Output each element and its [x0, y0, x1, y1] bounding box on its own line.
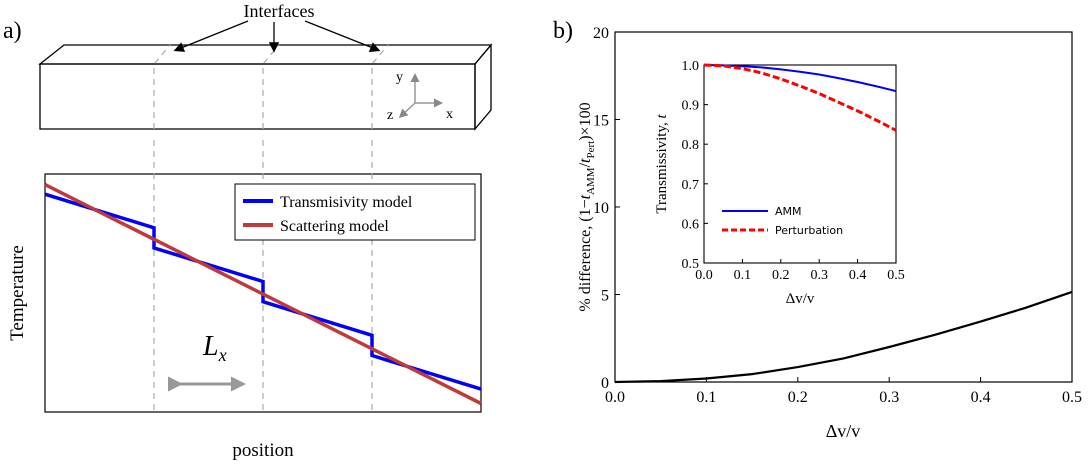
- interface-arrows: [173, 20, 381, 53]
- plot-b-ytick-label: 5: [601, 288, 609, 305]
- inset-xtick-label: 0.1: [734, 268, 752, 283]
- bar-front-face: [39, 63, 476, 130]
- axis-y-label: y: [396, 70, 403, 85]
- period-symbol: L: [202, 331, 219, 362]
- axes-triad: [398, 73, 443, 119]
- inset-legend-label-amm: AMM: [775, 205, 802, 218]
- period-label: Lx: [202, 331, 227, 365]
- inset-ylabel: Transmissivity, t: [654, 114, 670, 214]
- panel-a-label: a): [3, 18, 22, 44]
- inset-xtick-label: 0.4: [849, 268, 867, 283]
- inset-frame: [703, 64, 897, 264]
- plot-a-lines: [44, 183, 482, 406]
- inset-ytick-label: 0.9: [682, 99, 700, 114]
- inset-xtick-label: 0.0: [695, 268, 713, 283]
- legend-box: [234, 183, 476, 241]
- plot-b-ytick-label: 20: [593, 25, 609, 42]
- transmisivity-line: [44, 192, 482, 391]
- plot-a-legend: Transmisivity model Scattering model: [234, 183, 476, 241]
- legend-label-transmisivity: Transmisivity model: [280, 194, 413, 211]
- inset-legend-label-perturbation: Perturbation: [775, 224, 843, 237]
- interfaces-label: Interfaces: [244, 1, 315, 21]
- plot-a-interfaces: [153, 140, 373, 412]
- inset-xtick-label: 0.5: [887, 268, 905, 283]
- inset-xtick-label: 0.3: [810, 268, 828, 283]
- plot-b-xlabel: Δv/v: [826, 421, 861, 441]
- plot-b-xtick-label: 0.4: [971, 389, 991, 406]
- plot-b: 0.0 0.1 0.2 0.3 0.4 0.5 0 5 10 15 20: [593, 25, 1082, 406]
- plot-b-xtick-label: 0.0: [605, 389, 625, 406]
- plot-b-ytick-label: 0: [601, 375, 609, 392]
- plot-b-xtick-label: 0.3: [879, 389, 899, 406]
- legend-label-scattering: Scattering model: [280, 218, 389, 235]
- plot-a-xlabel: position: [232, 440, 294, 461]
- inset-ytick-label: 0.7: [682, 178, 700, 193]
- plot-a-ylabel: Temperature: [7, 245, 28, 341]
- plot-b-ytick-label: 10: [593, 200, 609, 217]
- plot-b-xtick-label: 0.1: [696, 389, 716, 406]
- plot-b-ytick-label: 15: [593, 113, 609, 130]
- inset-xtick-label: 0.2: [772, 268, 790, 283]
- panel-b-label: b): [553, 18, 573, 44]
- inset-plot: 0.0 0.1 0.2 0.3 0.4 0.5 0.5 0.6 0.7 0.8 0.9 1.0: [682, 59, 905, 283]
- amm-curve: [703, 64, 897, 93]
- bar-side-face: [474, 43, 492, 131]
- inset-ytick-label: 1.0: [682, 59, 700, 74]
- inset-ytick-label: 0.6: [682, 217, 700, 232]
- inset-ytick-label: 0.8: [682, 138, 700, 153]
- inset-legend: AMM Perturbation: [722, 205, 843, 237]
- panel-a: a) Interfaces y x z: [3, 1, 493, 461]
- bar-3d: [38, 43, 493, 131]
- inset-xlabel: Δv/v: [786, 291, 815, 307]
- plot-b-xtick-label: 0.2: [788, 389, 808, 406]
- axis-z-label: z: [387, 108, 393, 123]
- perturbation-curve: [703, 63, 897, 132]
- bar-interfaces: [153, 44, 389, 129]
- difference-curve: [614, 290, 1073, 384]
- plot-b-xtick-label: 0.5: [1062, 389, 1082, 406]
- axis-x-label: x: [446, 107, 453, 122]
- period-subscript: x: [218, 345, 227, 365]
- inset-ytick-label: 0.5: [682, 257, 700, 272]
- scattering-line: [44, 183, 482, 406]
